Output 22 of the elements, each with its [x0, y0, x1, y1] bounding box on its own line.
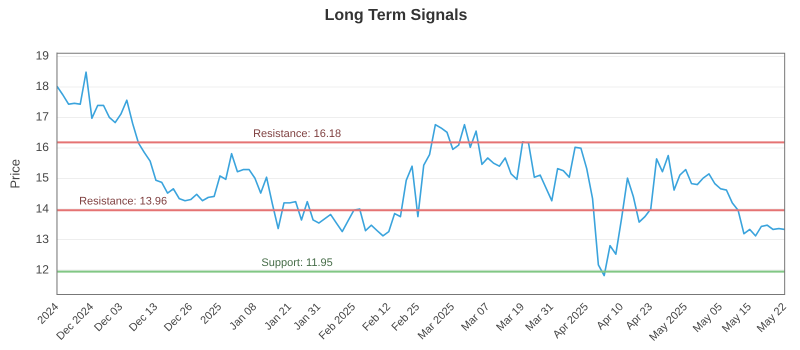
- x-tick-label: Dec 26: [162, 300, 196, 334]
- y-tick-label: 18: [36, 79, 50, 94]
- chart-title: Long Term Signals: [324, 7, 468, 24]
- y-tick-label: 13: [36, 232, 50, 246]
- x-tick-label: Apr 10: [594, 300, 626, 332]
- x-tick-label: Jan 21: [262, 300, 294, 333]
- y-axis-title: Price: [7, 159, 22, 189]
- x-tick-label: Dec 03: [92, 300, 126, 334]
- x-tick-label: May 15: [720, 300, 754, 335]
- x-tick-label: Mar 07: [459, 300, 492, 334]
- x-tick-label: May 22: [754, 300, 789, 335]
- y-tick-label: 19: [36, 48, 50, 63]
- x-tick-label: Dec 13: [127, 300, 160, 334]
- y-tick-label: 17: [36, 110, 50, 124]
- y-tick-label: 15: [36, 170, 50, 185]
- y-tick-label: 12: [36, 262, 50, 276]
- y-tick-label: 14: [36, 201, 50, 216]
- ref-line-label: Resistance: 16.18: [253, 128, 342, 140]
- ref-line-label: Support: 11.95: [261, 257, 333, 270]
- y-tick-label: 16: [36, 140, 50, 154]
- ref-line-label: Resistance: 13.96: [79, 196, 168, 208]
- x-tick-label: Jan 08: [227, 300, 260, 333]
